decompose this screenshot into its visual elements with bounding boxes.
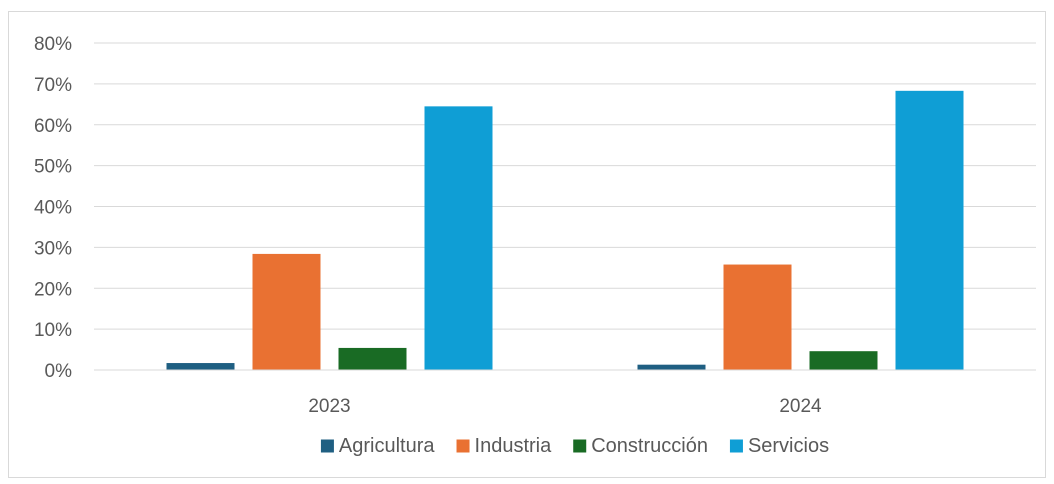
chart-frame [8,11,1046,478]
y-tick-label: 60% [34,116,72,137]
gridlines [94,42,1036,330]
legend-swatch [456,439,470,453]
legend-label: Servicios [748,435,829,457]
legend-swatch [320,439,334,453]
y-tick-label: 0% [45,361,73,382]
legend-label: Agricultura [339,435,435,457]
legend-item-servicios: Servicios [729,435,829,457]
y-tick-label: 10% [34,320,72,341]
x-tick-label: 2023 [308,396,350,417]
legend-item-industria: Industria [456,435,553,457]
y-tick-label: 80% [34,34,72,55]
y-tick-label: 40% [34,198,72,219]
x-axis-ticks: 2023 2024 [308,396,822,417]
legend-swatch [729,439,743,453]
legend-label: Construcción [591,435,708,457]
y-tick-label: 70% [34,75,72,96]
bar-construcción-2023 [338,347,407,370]
legend-label: Industria [475,435,553,457]
y-tick-label: 50% [34,157,72,178]
bar-industria-2023 [252,253,321,370]
legend-swatch [573,439,587,453]
bar-industria-2024 [723,264,792,370]
x-tick-label: 2024 [779,396,822,417]
bar-agricultura-2024 [637,364,706,370]
legend-item-construcción: Construcción [573,435,708,457]
legend-item-agricultura: Agricultura [320,435,435,457]
y-tick-label: 20% [34,279,72,300]
bar-agricultura-2023 [166,363,235,370]
y-axis-ticks: 0% 10% 20% 30% 40% 50% 60% 70% 80% [34,34,72,382]
bar-servicios-2024 [895,90,964,370]
bar-construcción-2024 [809,351,878,370]
bar-servicios-2023 [424,106,493,370]
bars [166,90,964,370]
legend: Agricultura Industria Construcción Servicio… [320,435,829,457]
y-tick-label: 30% [34,238,72,259]
